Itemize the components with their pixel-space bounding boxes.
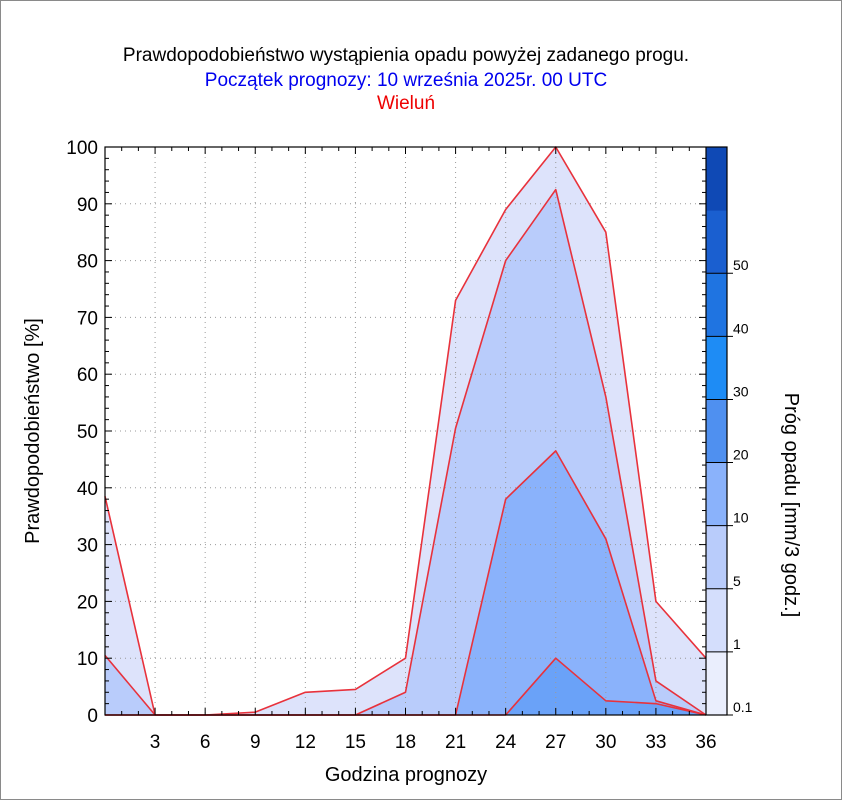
x-tick-label: 12 <box>295 732 316 753</box>
y-tick-label: 40 <box>77 479 98 500</box>
y-tick-label: 80 <box>77 252 98 273</box>
x-axis-label: Godzina prognozy <box>325 764 487 786</box>
x-tick-label: 18 <box>395 732 416 753</box>
colorbar-segment <box>706 588 727 653</box>
colorbar-segment <box>706 651 727 716</box>
colorbar-segment <box>706 462 727 527</box>
x-tick-label: 3 <box>150 732 161 753</box>
grid-lines <box>105 147 706 715</box>
area-threshold-5 <box>105 450 706 715</box>
y-tick-label: 90 <box>77 195 98 216</box>
y-axis-label: Prawdopodobieństwo [%] <box>22 318 44 544</box>
chart-subtitle: Początek prognozy: 10 września 2025r. 00… <box>205 70 607 91</box>
chart-title: Prawdopodobieństwo wystąpienia opadu pow… <box>123 45 689 66</box>
colorbar-segment <box>706 525 727 590</box>
colorbar-segment <box>706 399 727 464</box>
colorbar-segment <box>706 210 727 274</box>
tick-marks <box>105 146 707 716</box>
y-tick-label: 100 <box>66 138 98 159</box>
colorbar <box>705 147 733 716</box>
x-tick-label: 30 <box>595 732 616 753</box>
x-tick-label: 6 <box>200 732 211 753</box>
colorbar-tick-label: 40 <box>733 320 749 336</box>
colorbar-tick-label: 0.1 <box>733 699 753 715</box>
colorbar-tick-label: 30 <box>733 383 749 399</box>
colorbar-tick-label: 20 <box>733 447 749 463</box>
x-tick-label: 21 <box>445 732 466 753</box>
y-tick-label: 70 <box>77 308 98 329</box>
colorbar-tick-label: 1 <box>733 636 741 652</box>
y-tick-label: 0 <box>87 706 98 727</box>
x-tick-labels: 3 6 9 12 15 18 21 24 27 30 33 36 <box>150 732 717 753</box>
x-tick-label: 24 <box>495 732 517 753</box>
x-tick-label: 15 <box>345 732 366 753</box>
colorbar-segment <box>706 147 727 211</box>
colorbar-label: Próg opadu [mm/3 godz.] <box>780 393 802 618</box>
y-tick-label: 60 <box>77 365 98 386</box>
y-tick-labels: 0 10 20 30 40 50 60 70 80 90 100 <box>66 138 98 727</box>
colorbar-tick-label: 50 <box>733 257 749 273</box>
colorbar-segment <box>706 336 727 400</box>
colorbar-tick-label: 5 <box>733 573 741 589</box>
y-tick-label: 50 <box>77 422 98 443</box>
y-tick-label: 10 <box>77 649 98 670</box>
colorbar-tick-labels: 0.1 1 5 10 20 30 40 50 <box>733 257 753 715</box>
x-tick-label: 27 <box>545 732 566 753</box>
y-tick-label: 20 <box>77 592 98 613</box>
chart-location: Wieluń <box>377 93 435 114</box>
colorbar-segment <box>706 273 727 337</box>
colorbar-tick-label: 10 <box>733 510 749 526</box>
x-tick-label: 33 <box>645 732 666 753</box>
x-tick-label: 36 <box>695 732 716 753</box>
y-tick-label: 30 <box>77 536 98 557</box>
x-tick-label: 9 <box>250 732 261 753</box>
